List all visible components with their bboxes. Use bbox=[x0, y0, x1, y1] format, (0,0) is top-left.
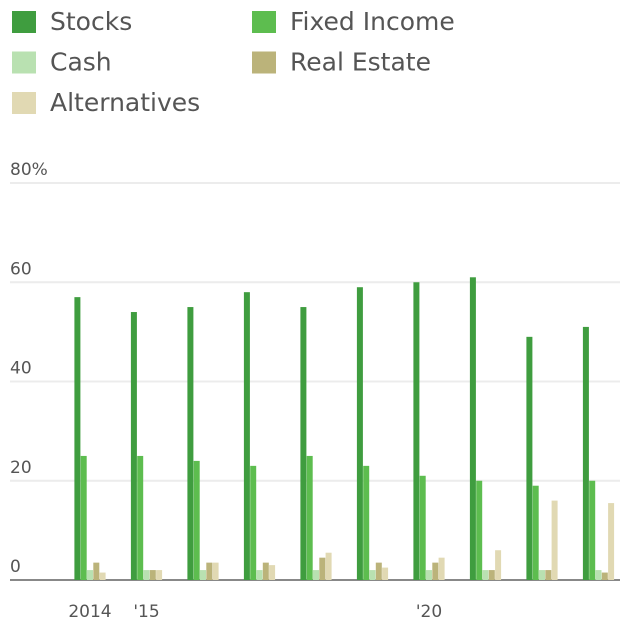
bar bbox=[413, 282, 420, 580]
y-tick-label: 20 bbox=[10, 458, 32, 478]
bar bbox=[363, 465, 370, 580]
y-tick-label: 80% bbox=[10, 160, 48, 180]
legend-label: Fixed Income bbox=[290, 7, 455, 36]
legend-label: Stocks bbox=[50, 7, 132, 36]
bar bbox=[526, 336, 533, 580]
bar bbox=[601, 572, 608, 580]
bar bbox=[356, 287, 363, 580]
bar bbox=[250, 465, 257, 580]
bar bbox=[206, 562, 213, 580]
x-tick-label: '15 bbox=[133, 602, 159, 622]
bar bbox=[313, 570, 319, 580]
bar bbox=[539, 570, 545, 580]
bar bbox=[80, 455, 87, 580]
bar bbox=[369, 570, 376, 580]
bar bbox=[469, 277, 476, 580]
bar bbox=[476, 480, 483, 580]
bar bbox=[99, 572, 106, 580]
bar bbox=[432, 562, 439, 580]
bar bbox=[532, 485, 539, 580]
x-tick-label: 2014 bbox=[68, 602, 111, 622]
bar bbox=[438, 557, 445, 580]
bar bbox=[143, 570, 150, 580]
bar bbox=[325, 552, 332, 580]
bar bbox=[262, 562, 269, 580]
x-tick-label: '20 bbox=[416, 602, 442, 622]
bar bbox=[156, 570, 163, 580]
bar bbox=[137, 455, 144, 580]
bar bbox=[582, 326, 589, 580]
bar bbox=[608, 503, 615, 580]
bar bbox=[200, 570, 206, 580]
bar bbox=[256, 570, 263, 580]
bar bbox=[495, 550, 502, 580]
legend-label: Cash bbox=[50, 48, 112, 77]
legend-label: Alternatives bbox=[50, 88, 200, 117]
bar bbox=[426, 570, 432, 580]
bar bbox=[319, 557, 326, 580]
y-tick-label: 40 bbox=[10, 359, 32, 379]
legend-swatch bbox=[12, 11, 36, 33]
bar bbox=[488, 570, 495, 580]
bar bbox=[93, 562, 100, 580]
bar bbox=[482, 570, 489, 580]
bar bbox=[589, 480, 596, 580]
bar bbox=[545, 570, 552, 580]
bar bbox=[419, 475, 426, 580]
y-tick-label: 60 bbox=[10, 259, 32, 279]
bar bbox=[300, 307, 307, 580]
bar bbox=[243, 292, 250, 580]
bar bbox=[595, 570, 602, 580]
bar bbox=[212, 562, 219, 580]
bar bbox=[375, 562, 382, 580]
legend-label: Real Estate bbox=[290, 48, 431, 77]
bar bbox=[269, 565, 276, 580]
legend-swatch bbox=[252, 11, 276, 33]
bar bbox=[87, 570, 93, 580]
bar bbox=[193, 460, 200, 580]
bar bbox=[149, 570, 156, 580]
legend-swatch bbox=[12, 92, 36, 114]
bar bbox=[382, 567, 389, 580]
legend-swatch bbox=[252, 51, 276, 74]
bar bbox=[306, 455, 313, 580]
bar bbox=[551, 500, 558, 580]
bar bbox=[74, 297, 81, 580]
bar bbox=[130, 312, 137, 580]
y-tick-label: 0 bbox=[10, 557, 21, 577]
legend-swatch bbox=[12, 51, 36, 74]
bar bbox=[187, 307, 194, 580]
